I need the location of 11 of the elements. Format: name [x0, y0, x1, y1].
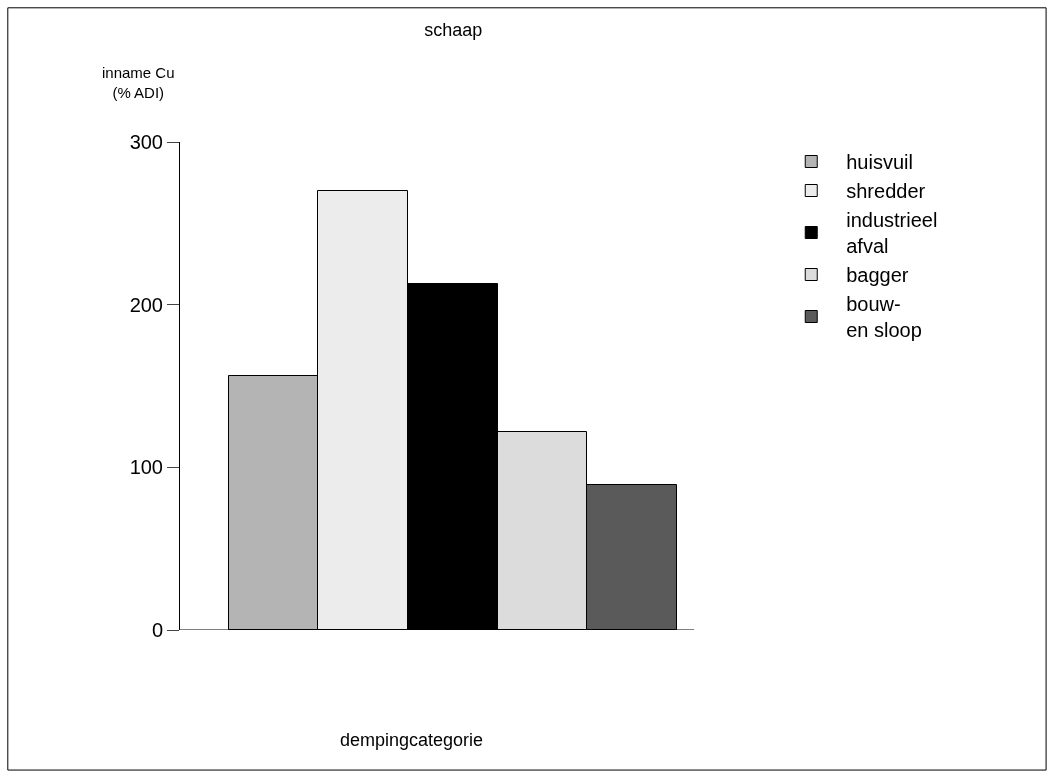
legend-label: bagger	[846, 264, 909, 287]
y-axis-title: inname Cu (% ADI)	[102, 64, 175, 101]
y-tick-label: 200	[129, 293, 163, 316]
y-tick-label: 300	[129, 131, 163, 153]
chart-title: schaap	[424, 19, 483, 40]
legend-label: huisvuil	[846, 151, 913, 174]
y-tick-label: 0	[151, 619, 163, 641]
legend-label: bouw- en sloop	[846, 293, 922, 342]
legend-label: shredder	[846, 180, 926, 203]
y-tick-label: 100	[129, 456, 163, 479]
x-axis-title: dempingcategorie	[340, 730, 484, 750]
